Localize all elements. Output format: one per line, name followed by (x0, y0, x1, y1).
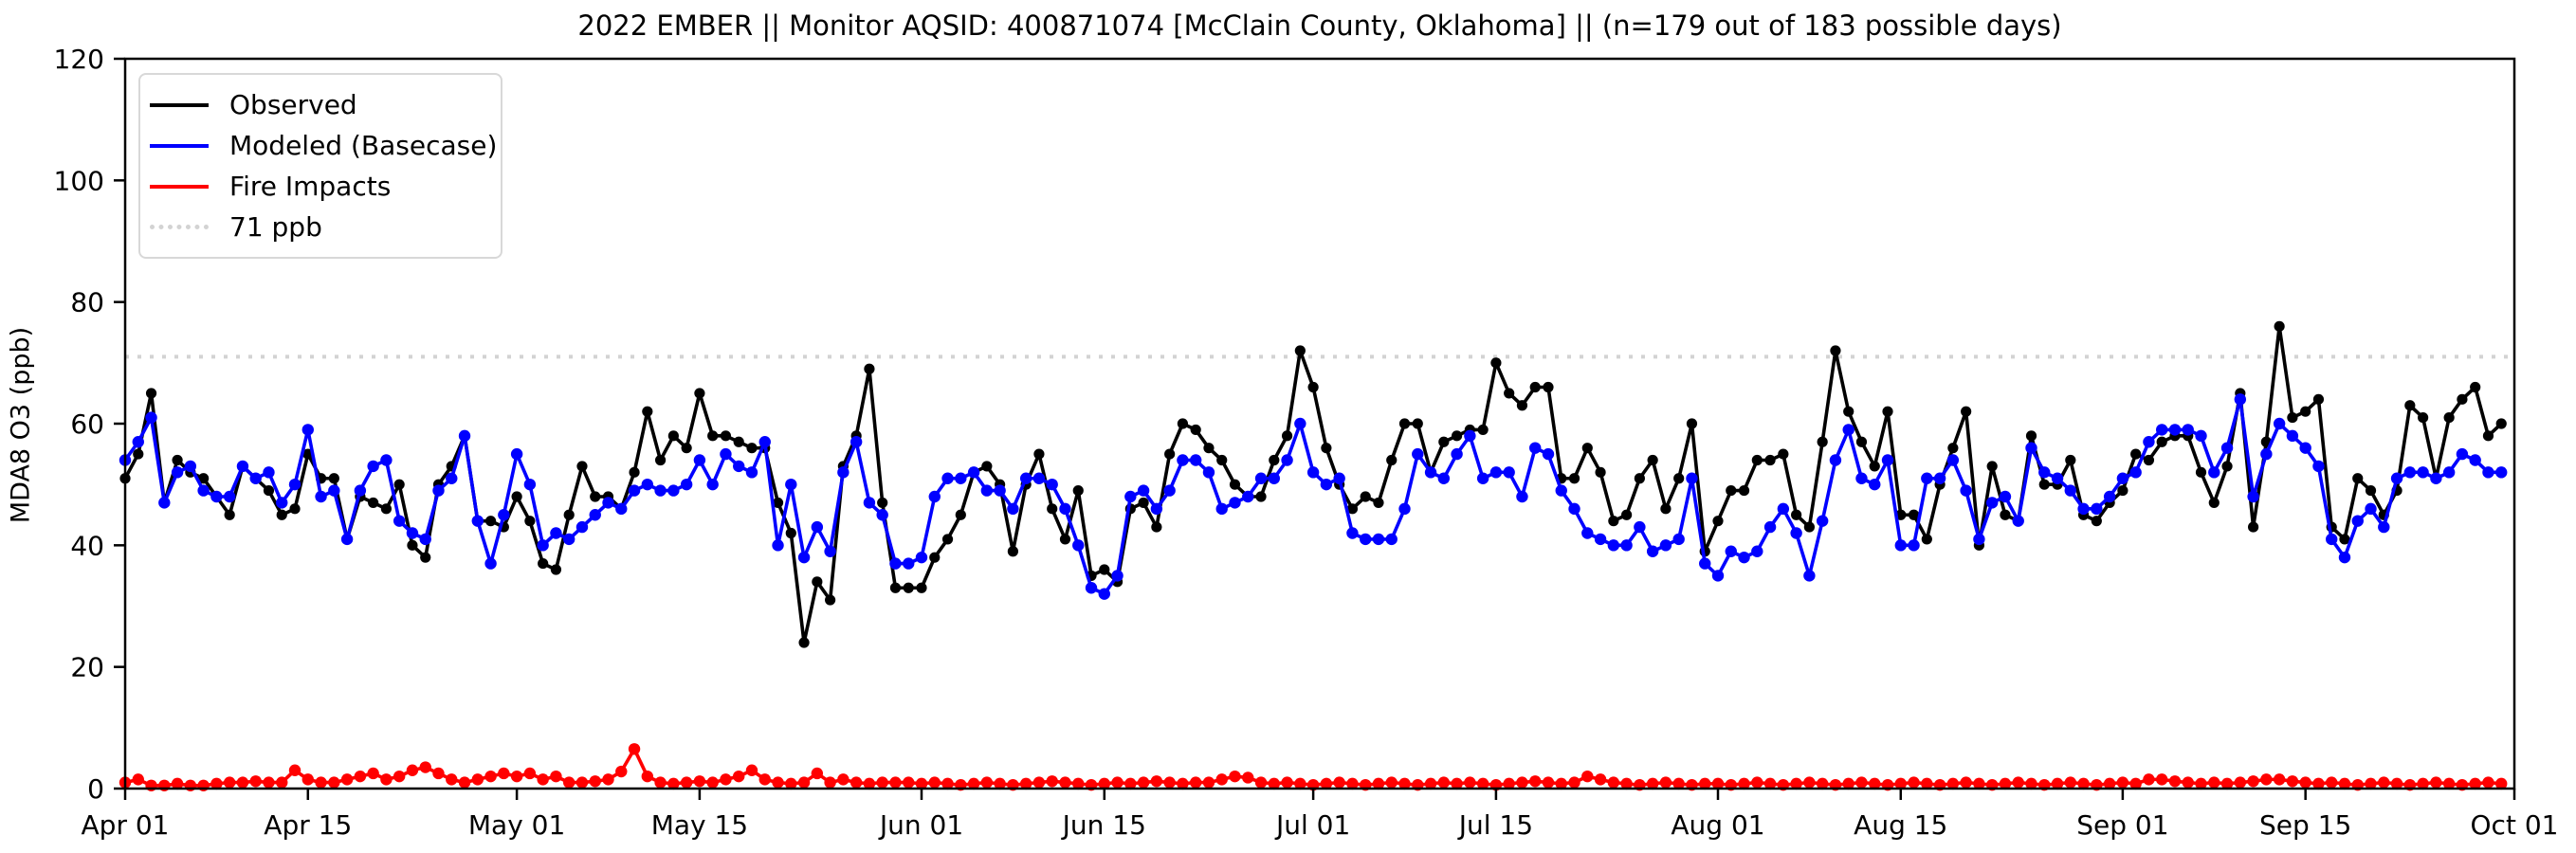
y-tick-label: 80 (70, 287, 104, 318)
y-tick-label: 60 (70, 408, 104, 440)
y-tick-label: 120 (54, 44, 104, 75)
observed-line-swatch (150, 102, 209, 107)
x-tick-label: Aug 15 (1854, 809, 1947, 841)
legend-label: Modeled (Basecase) (229, 130, 498, 161)
fire-series (119, 743, 2508, 791)
x-tick-label: Jun 15 (1061, 809, 1146, 841)
legend-label: Observed (229, 89, 357, 120)
legend-item-observed: Observed (150, 84, 484, 125)
y-axis-label: MDA8 O3 (ppb) (6, 326, 36, 524)
modeled-line-swatch (150, 143, 209, 148)
x-tick-label: May 01 (468, 809, 565, 841)
x-tick-label: Oct 01 (2471, 809, 2559, 841)
x-tick-label: May 15 (651, 809, 748, 841)
legend-item-refline: 71 ppb (150, 207, 484, 247)
fire-line-swatch (150, 184, 209, 189)
legend-label: 71 ppb (229, 211, 322, 243)
legend-item-modeled: Modeled (Basecase) (150, 125, 497, 166)
x-tick-label: Jul 01 (1274, 809, 1350, 841)
modeled-series (119, 393, 2508, 600)
x-tick-label: Apr 15 (264, 809, 352, 841)
y-tick-label: 100 (54, 165, 104, 196)
x-tick-label: Jun 01 (878, 809, 963, 841)
legend-box: Observed Modeled (Basecase) Fire Impacts… (138, 73, 502, 259)
x-tick-label: Sep 01 (2076, 809, 2168, 841)
y-tick-label: 40 (70, 530, 104, 561)
x-tick-label: Apr 01 (82, 809, 170, 841)
legend-label: Fire Impacts (229, 171, 392, 202)
refline-swatch (150, 225, 209, 229)
x-tick-label: Sep 15 (2259, 809, 2351, 841)
chart-title: 2022 EMBER || Monitor AQSID: 400871074 [… (577, 9, 2062, 42)
y-tick-label: 20 (70, 652, 104, 683)
x-tick-label: Aug 01 (1671, 809, 1764, 841)
observed-series (119, 320, 2507, 648)
y-tick-label: 0 (87, 773, 104, 805)
x-tick-label: Jul 15 (1457, 809, 1533, 841)
legend-item-fire: Fire Impacts (150, 166, 484, 207)
